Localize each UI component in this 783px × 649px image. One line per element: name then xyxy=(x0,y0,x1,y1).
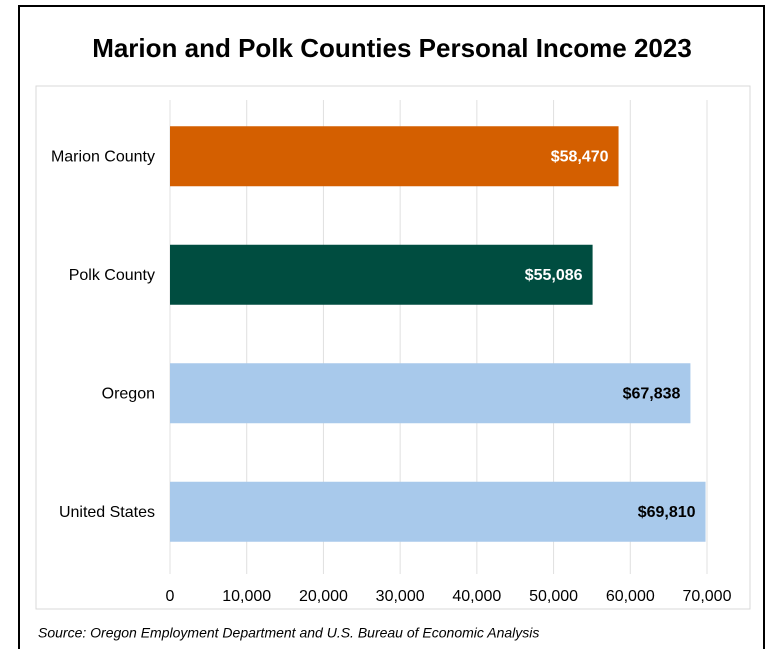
x-tick-label: 20,000 xyxy=(299,588,348,605)
y-tick-label: Oregon xyxy=(102,385,155,402)
x-tick-label: 30,000 xyxy=(376,588,425,605)
x-tick-label: 0 xyxy=(166,588,175,605)
x-tick-label: 40,000 xyxy=(452,588,501,605)
y-tick-label: United States xyxy=(59,504,155,521)
x-tick-label: 70,000 xyxy=(683,588,732,605)
bar xyxy=(170,244,593,305)
value-label: $69,810 xyxy=(638,504,696,521)
y-tick-label: Marion County xyxy=(51,148,155,165)
x-tick-label: 10,000 xyxy=(222,588,271,605)
value-label: $67,838 xyxy=(623,385,681,402)
bar xyxy=(170,363,691,424)
x-tick-label: 50,000 xyxy=(529,588,578,605)
source: Source: Oregon Employment Department and… xyxy=(38,625,539,641)
value-label: $55,086 xyxy=(525,267,583,284)
x-tick-label: 60,000 xyxy=(606,588,655,605)
y-tick-label: Polk County xyxy=(69,267,155,284)
value-label: $58,470 xyxy=(551,148,609,165)
bar xyxy=(170,126,619,187)
bar xyxy=(170,481,706,542)
chart-title: Marion and Polk Counties Personal Income… xyxy=(92,33,692,63)
